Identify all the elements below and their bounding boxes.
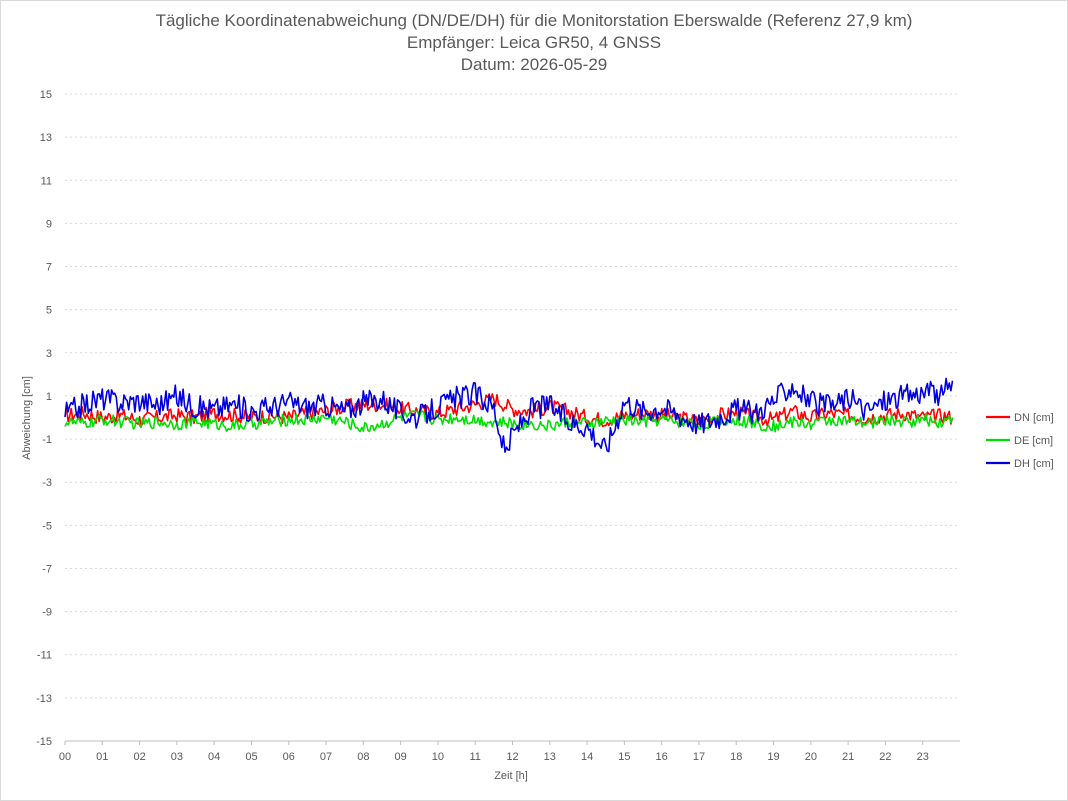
y-tick-label: 15	[40, 89, 52, 101]
series-line-dn	[64, 393, 954, 428]
x-tick-label: 08	[357, 751, 369, 763]
x-tick-label: 13	[544, 751, 556, 763]
x-axis-ticks: 00 01 02 03 04 05 06 07 08 09 10 11 12 13 14 15 16 17 18 19…	[59, 740, 960, 763]
y-tick-label: -3	[42, 477, 52, 489]
legend-label-dh: DH [cm]	[1014, 458, 1054, 470]
series-line-dh	[64, 377, 954, 453]
x-tick-label: 11	[469, 751, 480, 763]
y-tick-label: 7	[46, 262, 52, 274]
y-tick-label: 5	[46, 305, 52, 317]
x-tick-label: 21	[842, 751, 854, 763]
y-tick-label: -9	[42, 607, 52, 619]
x-tick-label: 19	[767, 751, 779, 763]
x-tick-label: 03	[171, 751, 183, 763]
x-tick-label: 18	[730, 751, 742, 763]
y-tick-label: -15	[36, 736, 52, 748]
chart-title-block: Tägliche Koordinatenabweichung (DN/DE/DH…	[0, 10, 1068, 76]
x-tick-label: 23	[917, 751, 929, 763]
y-tick-label: -13	[36, 693, 52, 705]
x-tick-label: 04	[208, 751, 220, 763]
y-axis-title: Abweichung [cm]	[21, 376, 33, 460]
y-tick-label: 1	[46, 391, 52, 403]
x-tick-label: 20	[805, 751, 817, 763]
x-tick-label: 07	[320, 751, 332, 763]
x-tick-label: 06	[283, 751, 295, 763]
x-tick-label: 00	[59, 751, 71, 763]
chart-title: Tägliche Koordinatenabweichung (DN/DE/DH…	[155, 11, 913, 30]
y-tick-label: -7	[42, 563, 52, 575]
x-tick-label: 22	[879, 751, 891, 763]
y-tick-label: -11	[37, 650, 52, 662]
legend-label-dn: DN [cm]	[1014, 412, 1054, 424]
chart-subtitle-receiver: Empfänger: Leica GR50, 4 GNSS	[406, 33, 662, 52]
x-tick-label: 15	[618, 751, 630, 763]
x-tick-label: 09	[395, 751, 407, 763]
legend-label-de: DE [cm]	[1014, 435, 1053, 447]
x-tick-label: 05	[245, 751, 257, 763]
x-axis-title: Zeit [h]	[494, 770, 528, 782]
x-tick-label: 14	[581, 751, 593, 763]
y-tick-label: -5	[42, 520, 52, 532]
x-tick-label: 10	[432, 751, 444, 763]
series-lines	[64, 377, 954, 453]
x-tick-label: 16	[656, 751, 668, 763]
series-line-de	[64, 410, 954, 433]
x-tick-label: 17	[693, 751, 705, 763]
y-tick-label: 3	[46, 348, 52, 360]
y-tick-label: 13	[40, 132, 52, 144]
chart-subtitle-date: Datum: 2026-05-29	[460, 55, 608, 74]
x-tick-label: 01	[96, 751, 108, 763]
y-axis-ticks: 15 13 11 9 7 5 3 1 -1 -3 -5 -7 -9 -11 -13 -15	[36, 89, 52, 748]
y-tick-label: 11	[41, 175, 52, 187]
x-tick-label: 12	[506, 751, 518, 763]
y-tick-label: 9	[46, 218, 52, 230]
x-tick-label: 02	[133, 751, 145, 763]
legend: DN [cm] DE [cm] DH [cm]	[986, 412, 1054, 470]
y-tick-label: -1	[42, 434, 52, 446]
